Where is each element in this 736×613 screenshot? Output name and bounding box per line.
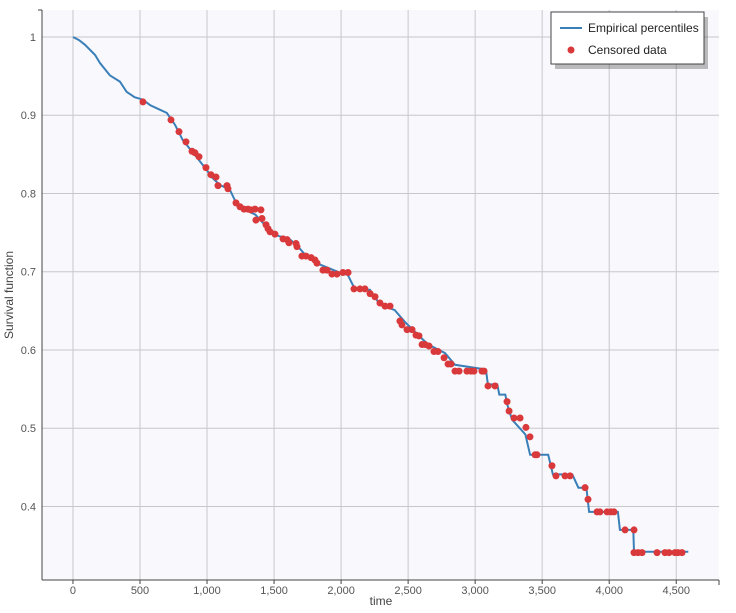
censored-point (484, 382, 492, 390)
censored-point (339, 269, 347, 277)
censored-point (344, 269, 352, 277)
y-axis-label: Survival function (2, 251, 16, 339)
censored-point (408, 326, 416, 334)
censored-point (516, 414, 524, 422)
censored-point (638, 549, 646, 557)
censored-point (533, 451, 541, 459)
censored-point (653, 549, 661, 557)
censored-point (548, 462, 556, 470)
censored-point (610, 508, 618, 516)
y-tick-label: 0.7 (21, 267, 36, 279)
x-tick-label: 3,000 (461, 585, 489, 597)
legend-box (550, 11, 705, 65)
censored-point (403, 326, 411, 334)
censored-point (581, 484, 589, 492)
censored-point (630, 526, 638, 534)
censored-point (258, 215, 266, 223)
legend-dot-icon (567, 46, 575, 54)
y-tick-label: 0.5 (21, 423, 36, 435)
y-tick-label: 0.8 (21, 188, 36, 200)
censored-point (665, 549, 673, 557)
censored-point (552, 472, 560, 480)
plot-area (42, 10, 719, 580)
x-axis-label: time (370, 594, 393, 608)
axes (38, 9, 720, 585)
grid (42, 10, 719, 580)
censored-point (350, 285, 358, 293)
x-tick-label: 2,000 (327, 585, 355, 597)
x-tick-label: 1,500 (260, 585, 288, 597)
censored-point (440, 354, 448, 362)
x-tick-label: 2,500 (394, 585, 422, 597)
y-tick-label: 0.6 (21, 345, 36, 357)
y-tick-label: 0.9 (21, 110, 36, 122)
censored-point (678, 549, 686, 557)
tick-labels: 0 500 1,000 1,500 2,000 2,500 3,000 3,500 4,000 4… (21, 32, 690, 597)
x-tick-label: 4,000 (595, 585, 623, 597)
censored-point (224, 185, 232, 193)
censored-point (505, 407, 513, 415)
censored-point (447, 360, 455, 368)
censored-point (398, 321, 406, 329)
censored-point (195, 153, 203, 161)
x-tick-label: 500 (131, 585, 149, 597)
censored-point (293, 243, 301, 251)
censored-point (167, 116, 175, 124)
censored-point (182, 138, 190, 146)
censored-point (356, 285, 364, 293)
censored-point (175, 128, 183, 136)
x-tick-label: 1,000 (193, 585, 221, 597)
censored-point (313, 259, 321, 267)
censored-point (561, 472, 569, 480)
censored-point (285, 239, 293, 247)
censored-point (252, 216, 260, 224)
censored-point (371, 293, 379, 301)
x-tick-label: 3,500 (528, 585, 556, 597)
legend-label-curve: Empirical percentiles (588, 21, 699, 35)
censored-point (376, 299, 384, 307)
censored-point (491, 382, 499, 390)
censored-point (566, 472, 574, 480)
censored-point (214, 182, 222, 190)
censored-point (596, 508, 604, 516)
censored-point (323, 266, 331, 274)
legend: Empirical percentiles Censored data (550, 11, 708, 69)
censored-point (381, 302, 389, 310)
censored-point (271, 230, 279, 238)
censored-point (212, 173, 220, 181)
censored-point (251, 205, 259, 213)
x-tick-label: 0 (70, 585, 76, 597)
legend-label-censored: Censored data (588, 43, 667, 57)
censored-point (415, 332, 423, 340)
censored-point (328, 270, 336, 278)
censored-point (257, 206, 265, 214)
censored-point (470, 367, 478, 375)
x-tick-label: 4,500 (662, 585, 690, 597)
censored-point (434, 348, 442, 356)
y-tick-label: 0.4 (21, 501, 36, 513)
censored-point (361, 285, 369, 293)
censored-point (455, 367, 463, 375)
censored-point (333, 270, 341, 278)
censored-point (621, 526, 629, 534)
censored-point (425, 342, 433, 350)
y-tick-label: 1 (30, 32, 36, 44)
censored-point (526, 433, 534, 441)
censored-point (202, 164, 210, 172)
censored-point (510, 414, 518, 422)
censored-point (584, 495, 592, 503)
censored-point (480, 367, 488, 375)
censored-points (139, 98, 686, 557)
censored-point (139, 98, 147, 106)
censored-point (503, 398, 511, 406)
censored-point (386, 302, 394, 310)
censored-point (522, 423, 530, 431)
